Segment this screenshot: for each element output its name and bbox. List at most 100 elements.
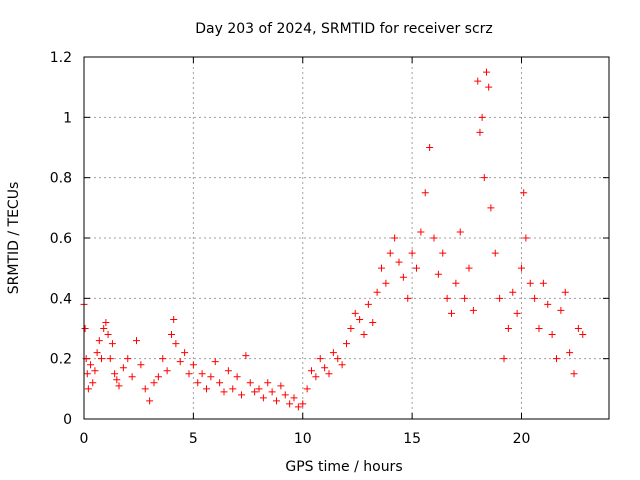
data-point [386, 249, 394, 257]
data-point [426, 144, 434, 151]
data-points [80, 68, 587, 411]
data-point [115, 382, 123, 390]
data-point [102, 318, 110, 326]
data-point [321, 364, 329, 372]
y-tick-label: 1.2 [50, 50, 72, 66]
grid-layer [84, 57, 609, 419]
data-point [456, 228, 464, 236]
data-point [95, 337, 103, 345]
data-point [87, 361, 95, 369]
data-point [224, 367, 232, 375]
data-point [561, 288, 569, 296]
chart-title: Day 203 of 2024, SRMTID for receiver scr… [195, 21, 493, 37]
data-point [518, 264, 525, 272]
data-point [159, 355, 167, 363]
data-point [83, 370, 91, 378]
data-point [299, 400, 307, 408]
data-point [189, 361, 197, 369]
data-point [119, 364, 127, 372]
data-point [430, 234, 438, 242]
data-point [513, 309, 521, 317]
data-point [522, 234, 530, 242]
data-point [531, 294, 539, 302]
data-point [308, 367, 315, 375]
data-point [181, 349, 189, 357]
y-tick-label: 0.2 [50, 352, 72, 368]
data-point [413, 264, 420, 272]
x-tick-label: 20 [513, 431, 531, 447]
data-point [141, 385, 149, 393]
x-tick-label: 5 [189, 431, 198, 447]
data-point [434, 270, 442, 278]
data-point [491, 249, 499, 257]
data-point [216, 379, 224, 387]
data-point [360, 331, 368, 339]
data-point [233, 373, 241, 381]
data-point [395, 258, 403, 266]
data-point [579, 331, 587, 339]
data-point [220, 388, 228, 396]
data-point [548, 331, 556, 339]
y-axis-label: SRMTID / TECUs [6, 182, 22, 295]
data-point [303, 385, 311, 393]
data-point [93, 349, 101, 357]
data-point [113, 376, 121, 384]
data-point [535, 325, 543, 332]
data-point [176, 358, 184, 366]
data-point [238, 391, 245, 399]
data-point [290, 394, 298, 402]
data-point [553, 355, 560, 363]
data-point [443, 294, 451, 302]
data-point [108, 340, 116, 348]
data-point [81, 325, 89, 332]
data-point [137, 361, 145, 369]
plot-frame [83, 56, 610, 420]
data-point [203, 385, 210, 393]
data-point [150, 379, 158, 387]
data-point [334, 355, 342, 363]
data-point [544, 300, 552, 308]
data-point [557, 306, 565, 314]
data-point [520, 189, 528, 197]
y-tick-label: 0.6 [50, 231, 72, 247]
data-point [509, 288, 517, 296]
data-point [294, 403, 302, 411]
data-point [273, 397, 280, 405]
data-point [312, 373, 320, 381]
data-point [351, 309, 359, 317]
data-point [277, 382, 285, 390]
y-tick-label: 0 [63, 412, 72, 428]
y-tick-label: 0.4 [50, 291, 72, 307]
data-point [574, 325, 582, 332]
data-point [382, 279, 390, 287]
data-point [364, 300, 372, 308]
data-point [259, 394, 267, 402]
data-point [268, 388, 276, 396]
data-point [485, 83, 493, 91]
data-point [461, 294, 469, 302]
data-point [373, 288, 381, 296]
data-point [170, 315, 178, 323]
data-point [478, 113, 486, 121]
data-point [133, 337, 140, 345]
data-point [500, 355, 508, 363]
data-point [89, 379, 97, 387]
data-point [496, 294, 504, 302]
data-point [154, 373, 162, 381]
data-point [168, 331, 175, 339]
data-point [399, 273, 407, 281]
data-point [146, 397, 154, 405]
data-point [104, 331, 112, 339]
data-point [84, 385, 92, 393]
data-point [106, 355, 114, 363]
data-point [286, 400, 294, 408]
data-point [391, 234, 399, 242]
x-tick-label: 10 [294, 431, 312, 447]
y-tick-label: 0.8 [50, 171, 72, 187]
data-point [198, 370, 206, 378]
data-point [128, 373, 136, 381]
data-point [242, 352, 250, 360]
data-point [255, 385, 263, 393]
data-point [264, 379, 272, 387]
data-point [163, 367, 171, 375]
